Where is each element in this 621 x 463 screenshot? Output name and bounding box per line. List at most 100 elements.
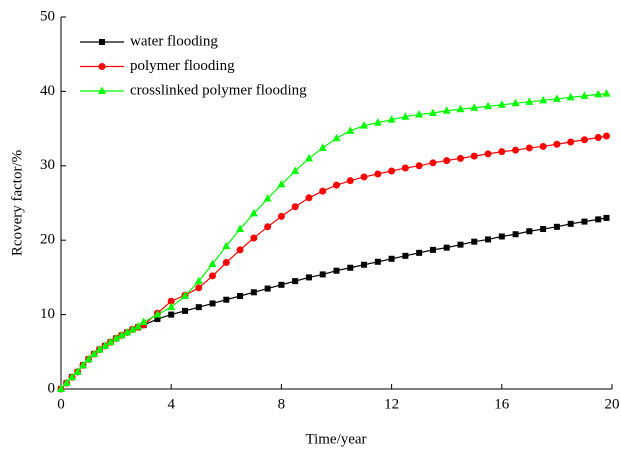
marker: [79, 360, 88, 369]
marker: [291, 166, 300, 175]
marker: [333, 181, 340, 189]
marker: [498, 233, 505, 240]
marker: [181, 307, 188, 314]
marker: [250, 234, 258, 242]
marker: [470, 103, 479, 111]
marker: [195, 284, 203, 292]
marker: [347, 264, 354, 271]
marker: [180, 291, 189, 299]
marker: [497, 100, 506, 108]
marker: [511, 98, 520, 107]
marker: [512, 231, 519, 238]
marker: [168, 311, 175, 318]
marker: [209, 272, 217, 280]
marker: [304, 153, 313, 162]
marker: [278, 281, 285, 288]
y-tick-label: 20: [40, 232, 55, 248]
marker: [539, 95, 548, 104]
marker: [360, 173, 368, 181]
marker: [443, 244, 450, 251]
marker: [602, 132, 610, 140]
marker: [485, 236, 492, 243]
marker: [361, 261, 368, 268]
marker: [305, 194, 313, 202]
marker: [236, 224, 245, 233]
marker: [236, 246, 244, 254]
marker: [319, 271, 326, 278]
marker: [73, 367, 82, 375]
marker: [134, 322, 143, 330]
marker: [525, 97, 534, 105]
marker: [566, 92, 575, 101]
marker: [594, 89, 603, 98]
marker: [580, 136, 588, 144]
marker: [95, 345, 104, 353]
marker: [429, 159, 437, 167]
marker: [139, 317, 148, 326]
marker: [401, 112, 410, 120]
marker: [250, 289, 257, 296]
marker: [319, 187, 327, 195]
marker: [456, 154, 464, 162]
marker: [442, 106, 451, 114]
marker: [237, 293, 244, 299]
marker: [167, 297, 175, 305]
y-tick-label: 50: [40, 8, 55, 24]
marker: [117, 330, 126, 339]
marker: [264, 285, 271, 292]
x-tick-label: 8: [278, 396, 286, 412]
marker: [456, 104, 465, 113]
y-tick-label: 30: [40, 157, 55, 173]
marker: [580, 91, 589, 99]
marker: [428, 108, 437, 116]
marker: [154, 316, 161, 323]
marker: [388, 255, 395, 262]
marker: [153, 310, 162, 318]
marker: [526, 228, 533, 235]
marker: [195, 304, 202, 311]
marker: [387, 115, 396, 123]
marker: [484, 101, 493, 110]
marker: [277, 212, 285, 220]
marker: [540, 226, 547, 233]
marker: [402, 252, 409, 259]
marker: [416, 249, 423, 256]
marker: [57, 384, 65, 392]
x-axis-label: Time/year: [305, 431, 366, 447]
x-tick-label: 0: [57, 396, 65, 412]
legend-marker: [98, 86, 106, 94]
marker: [223, 296, 230, 303]
marker: [209, 300, 216, 307]
marker: [263, 194, 272, 202]
marker: [249, 208, 258, 217]
marker: [208, 259, 217, 268]
marker: [291, 203, 299, 211]
marker: [567, 138, 575, 146]
x-tick-label: 4: [167, 396, 175, 412]
marker: [525, 144, 533, 152]
marker: [595, 216, 602, 223]
marker: [305, 274, 312, 281]
y-tick-label: 10: [40, 306, 55, 322]
marker: [333, 267, 340, 274]
marker: [552, 94, 561, 102]
x-tick-label: 12: [384, 396, 399, 412]
marker: [332, 133, 341, 142]
marker: [90, 349, 99, 358]
marker: [553, 223, 560, 230]
marker: [594, 134, 602, 142]
marker: [603, 214, 610, 221]
marker: [581, 218, 588, 225]
marker: [401, 164, 409, 172]
marker: [346, 126, 355, 134]
marker: [539, 142, 547, 150]
marker: [318, 143, 327, 151]
marker: [277, 179, 286, 188]
marker: [360, 121, 369, 129]
y-axis-label: Rcovery factor/%: [9, 150, 25, 256]
marker: [62, 378, 71, 387]
marker: [194, 276, 203, 285]
legend-marker: [99, 39, 105, 45]
marker: [553, 140, 561, 148]
